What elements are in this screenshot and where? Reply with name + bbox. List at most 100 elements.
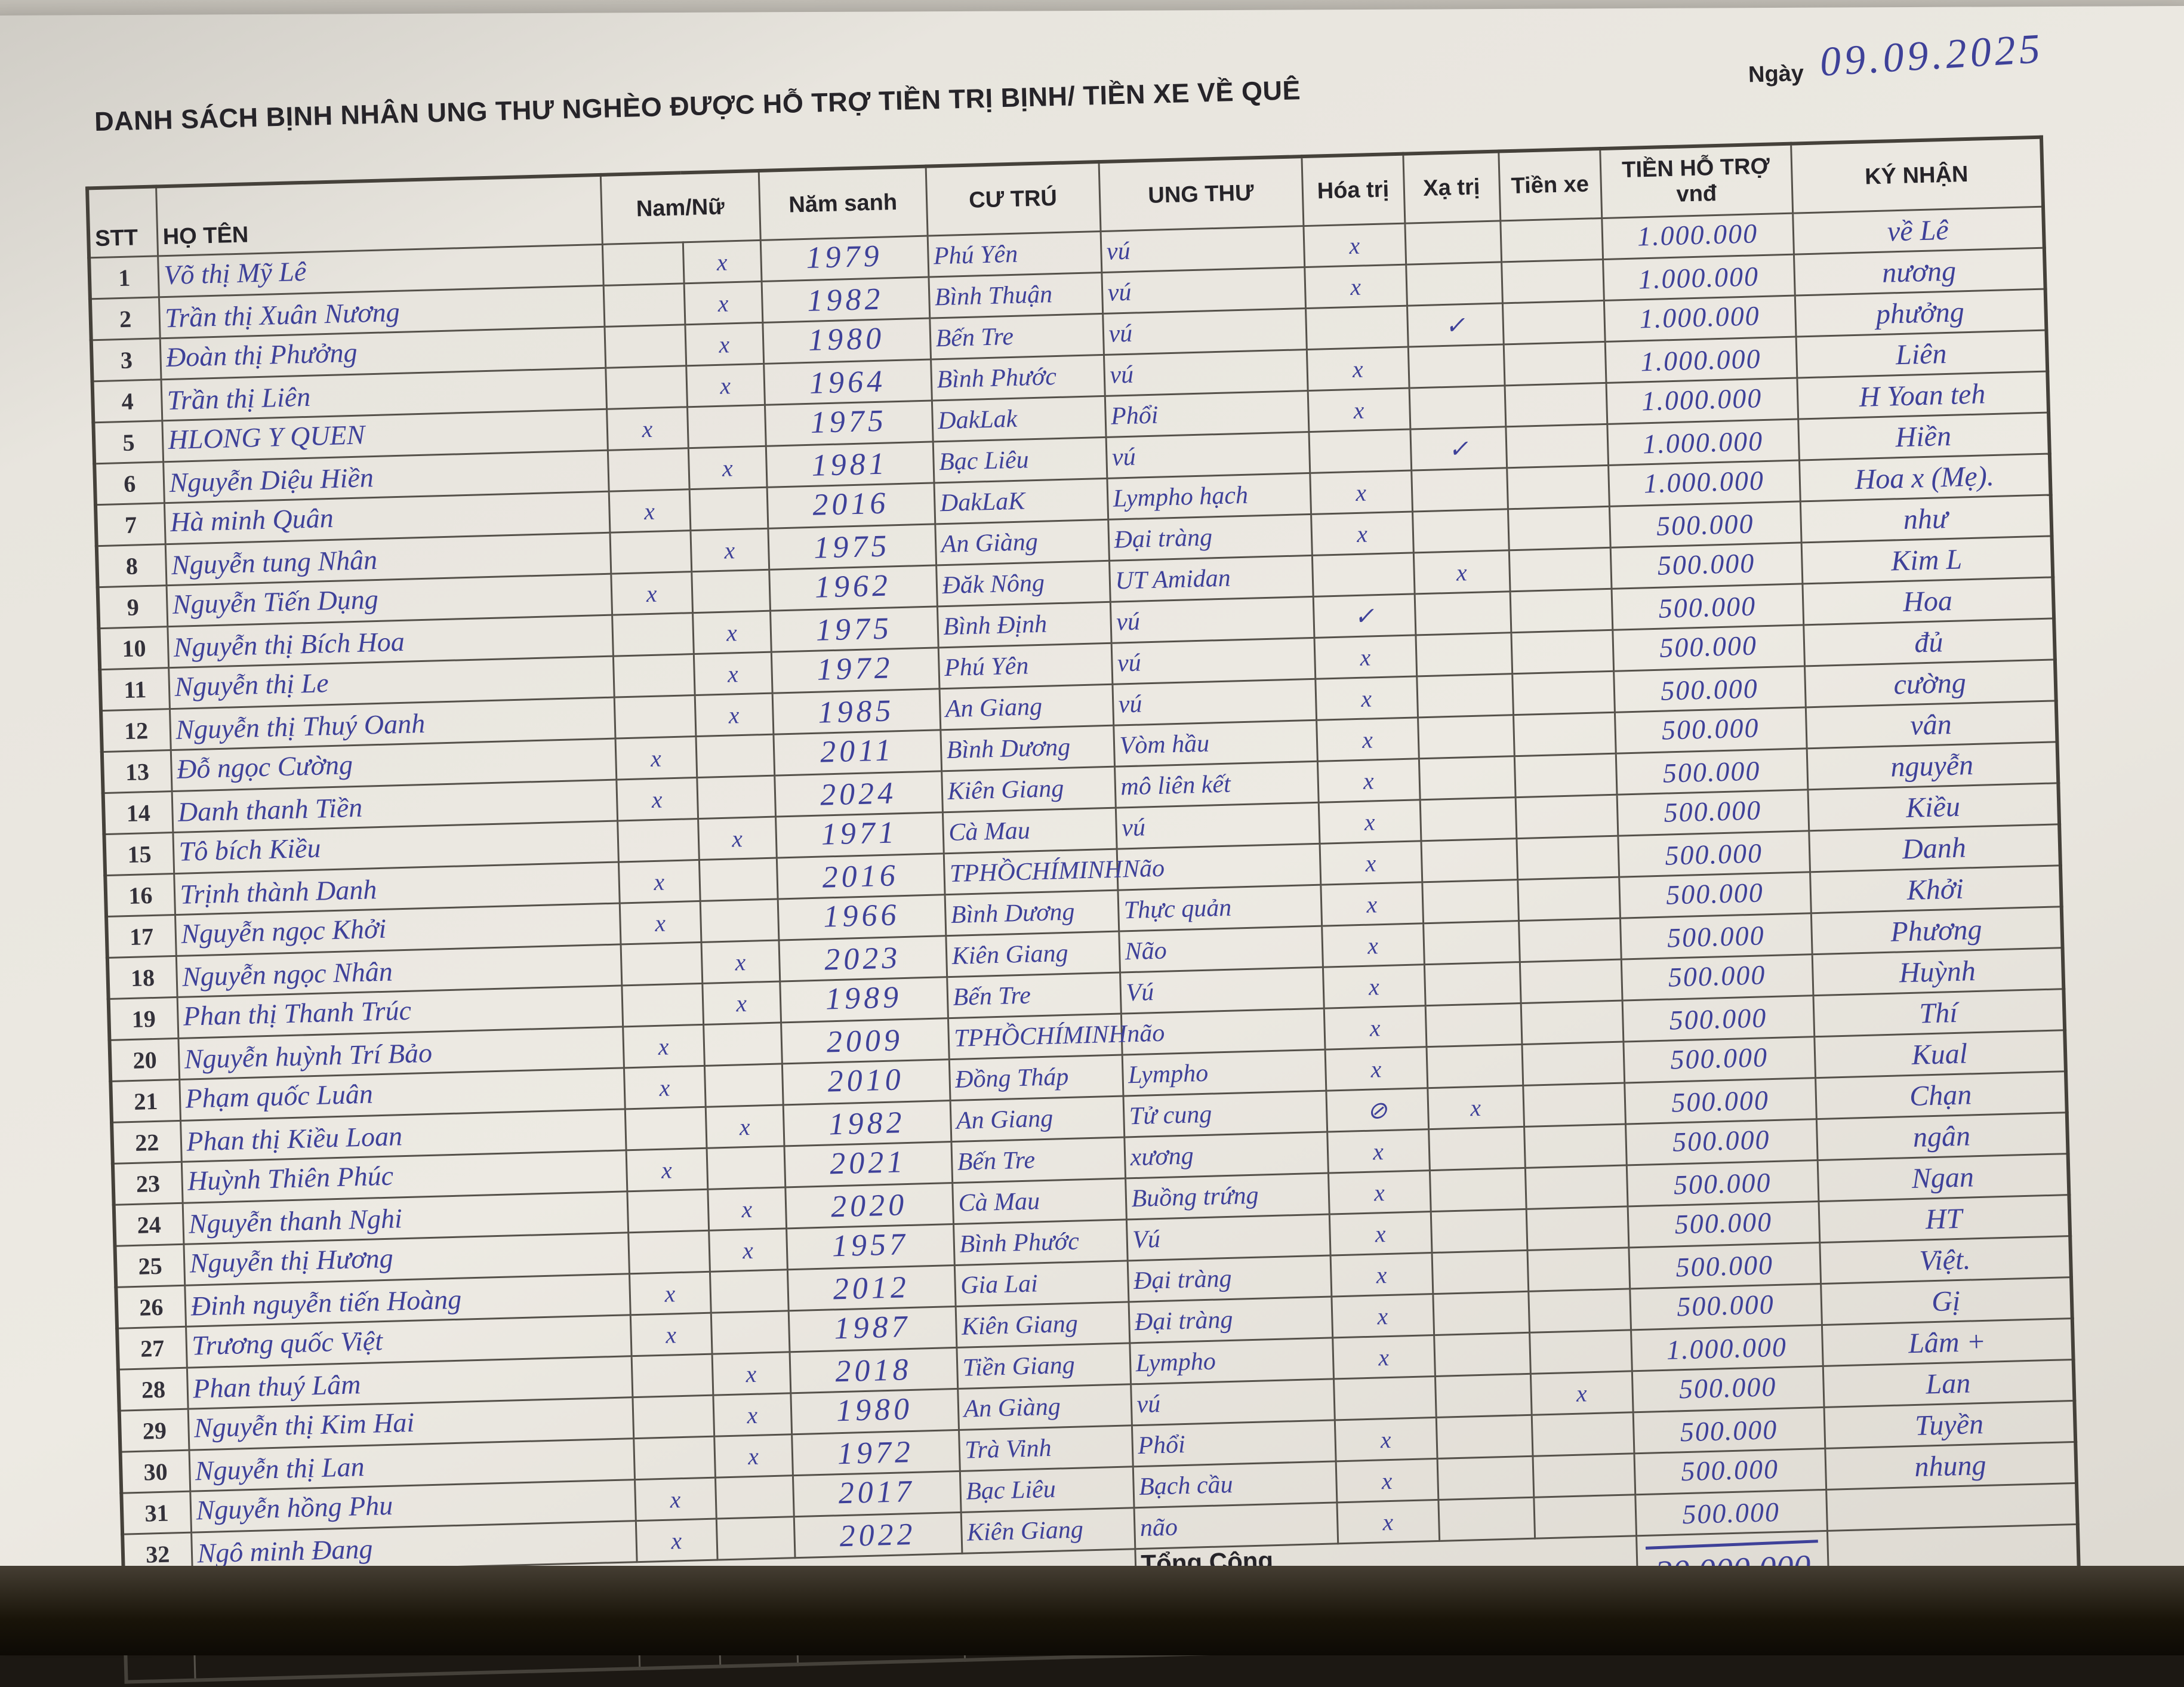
cell-cancer: xương bbox=[1124, 1132, 1328, 1178]
cell-nam: x bbox=[619, 901, 701, 944]
cell-chemo: x bbox=[1304, 264, 1407, 309]
cell-residence: TPHỒCHÍMINH bbox=[943, 849, 1123, 895]
cell-cancer: vú bbox=[1111, 638, 1316, 685]
cell-amount: 500.000 bbox=[1628, 1242, 1821, 1289]
paper-sheet: DANH SÁCH BỊNH NHÂN UNG THƯ NGHÈO ĐƯỢC H… bbox=[0, 5, 2184, 1684]
cell-year: 2012 bbox=[787, 1265, 956, 1311]
cell-sign: Gị bbox=[1820, 1277, 2072, 1325]
cell-fare bbox=[1519, 959, 1622, 1003]
cell-nam bbox=[612, 612, 694, 657]
cell-chemo bbox=[1305, 306, 1408, 350]
cell-nu: x bbox=[702, 981, 781, 1025]
cell-amount: 500.000 bbox=[1634, 1446, 1826, 1493]
cell-sign: Lan bbox=[1822, 1359, 2075, 1408]
cell-nu: x bbox=[690, 528, 769, 572]
cell-chemo bbox=[1333, 1376, 1436, 1420]
cell-nam: x bbox=[611, 571, 693, 615]
cell-nam bbox=[621, 983, 704, 1027]
cell-amount: 1.000.000 bbox=[1606, 376, 1798, 423]
table-body: 1 Võ thị Mỹ Lê x 1979 Phú Yên vú x 1.000.000 về … bbox=[89, 207, 2078, 1576]
cell-amount: 500.000 bbox=[1616, 787, 1809, 835]
cell-residence: Kiên Giang bbox=[945, 931, 1120, 977]
cell-nu bbox=[703, 1022, 782, 1066]
cell-year: 1980 bbox=[790, 1387, 959, 1433]
cell-sign bbox=[1826, 1483, 2078, 1531]
cell-sign: cường bbox=[1804, 659, 2056, 707]
cell-chemo bbox=[1308, 429, 1412, 473]
header-residence: CƯ TRÚ bbox=[925, 162, 1101, 236]
cell-stt: 26 bbox=[116, 1285, 186, 1329]
cell-chemo: x bbox=[1310, 470, 1413, 515]
cell-cancer: Bạch cầu bbox=[1132, 1461, 1337, 1508]
cell-stt: 24 bbox=[113, 1203, 184, 1246]
date-line: Ngày 09.09.2025 bbox=[1748, 26, 2045, 93]
cell-cancer: vú bbox=[1115, 802, 1320, 849]
cell-nam: x bbox=[615, 736, 697, 780]
cell-chemo: x bbox=[1322, 923, 1424, 968]
cell-year: 2022 bbox=[793, 1512, 962, 1558]
header-fare: Tiền xe bbox=[1498, 149, 1602, 221]
cell-residence: Cà Mau bbox=[952, 1178, 1126, 1224]
cell-stt: 27 bbox=[117, 1326, 187, 1370]
cell-chemo: x bbox=[1318, 799, 1421, 844]
cell-amount: 500.000 bbox=[1610, 540, 1803, 587]
cell-amount: 500.000 bbox=[1635, 1489, 1827, 1536]
cell-residence: Phú Yên bbox=[938, 643, 1113, 689]
cell-stt: 7 bbox=[95, 503, 165, 546]
cell-year: 2010 bbox=[781, 1057, 950, 1103]
cell-fare bbox=[1511, 630, 1614, 674]
cell-sign: Việt. bbox=[1819, 1236, 2071, 1284]
cell-year: 1975 bbox=[770, 606, 938, 652]
cell-residence: An Giàng bbox=[957, 1384, 1132, 1430]
cell-nam bbox=[609, 530, 692, 574]
cell-cancer: Đại tràng bbox=[1127, 1255, 1332, 1302]
cell-stt: 18 bbox=[107, 956, 177, 999]
cell-radio bbox=[1430, 1209, 1527, 1253]
cell-cancer: Phổi bbox=[1131, 1420, 1336, 1467]
header-signature: KÝ NHẬN bbox=[1791, 137, 2044, 214]
cell-radio: x bbox=[1413, 550, 1510, 594]
cell-cancer: Vú bbox=[1126, 1214, 1330, 1261]
cell-chemo: x bbox=[1306, 347, 1409, 391]
cell-amount: 1.000.000 bbox=[1603, 294, 1796, 340]
cell-residence: An Giang bbox=[939, 684, 1114, 730]
cell-chemo: x bbox=[1331, 1294, 1434, 1338]
cell-radio bbox=[1407, 344, 1505, 389]
cell-sign: Danh bbox=[1809, 824, 2060, 872]
header-support: TIỀN HỖ TRỢ vnđ bbox=[1600, 143, 1793, 218]
cell-year: 1966 bbox=[777, 892, 946, 939]
cell-cancer: Lympho hạch bbox=[1107, 473, 1311, 520]
cell-amount: 500.000 bbox=[1619, 913, 1812, 960]
cell-fare bbox=[1502, 300, 1605, 344]
cell-radio: ✓ bbox=[1407, 303, 1504, 347]
cell-nam bbox=[605, 365, 688, 410]
cell-amount: 1.000.000 bbox=[1631, 1325, 1823, 1371]
cell-residence: Bạc Liêu bbox=[959, 1466, 1134, 1513]
cell-residence: Cà Mau bbox=[942, 808, 1117, 854]
cell-nu: x bbox=[692, 611, 771, 654]
cell-radio bbox=[1414, 591, 1511, 635]
cell-fare bbox=[1524, 1165, 1628, 1209]
cell-fare bbox=[1527, 1247, 1630, 1292]
cell-sign: Lâm + bbox=[1821, 1318, 2074, 1366]
cell-cancer: Phổi bbox=[1104, 390, 1309, 438]
cell-year: 2017 bbox=[792, 1469, 961, 1515]
cell-stt: 25 bbox=[115, 1244, 185, 1288]
cell-year: 1982 bbox=[761, 277, 930, 323]
cell-nam bbox=[633, 1436, 715, 1480]
cell-radio bbox=[1415, 632, 1513, 676]
cell-nu: x bbox=[694, 693, 774, 737]
cell-fare bbox=[1524, 1124, 1627, 1168]
cell-stt: 1 bbox=[89, 255, 159, 299]
header-gender: Nam/Nữ bbox=[600, 170, 760, 245]
cell-radio bbox=[1412, 509, 1509, 553]
cell-amount: 500.000 bbox=[1613, 666, 1806, 713]
cell-stt: 21 bbox=[110, 1079, 181, 1123]
cell-chemo: x bbox=[1316, 717, 1419, 762]
cell-amount: 500.000 bbox=[1626, 1160, 1819, 1206]
header-birth-year: Năm sanh bbox=[758, 166, 928, 241]
cell-stt: 17 bbox=[106, 915, 176, 958]
cell-chemo: x bbox=[1311, 511, 1413, 556]
cell-residence: Kiên Giang bbox=[955, 1301, 1130, 1348]
cell-residence: Đăk Nông bbox=[936, 561, 1110, 607]
